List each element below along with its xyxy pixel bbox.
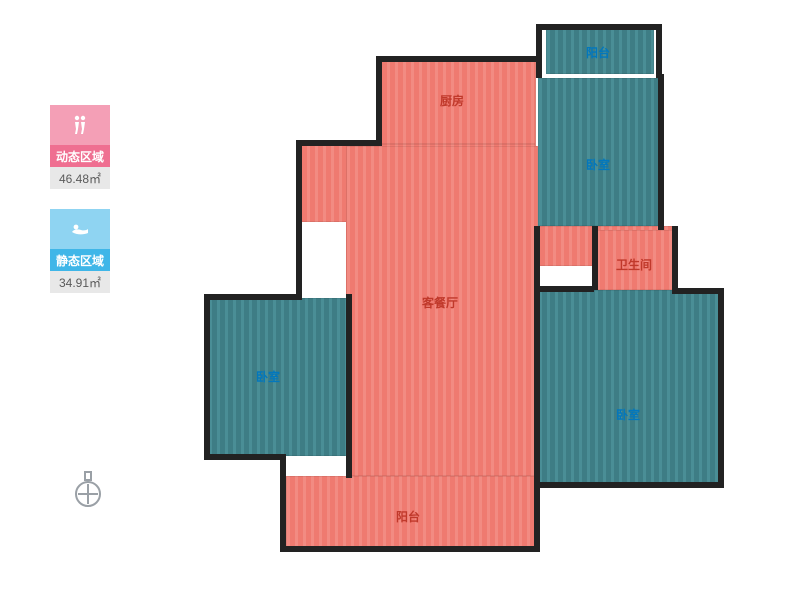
wall-segment xyxy=(346,454,352,478)
room-label-kitchen: 厨房 xyxy=(440,92,464,109)
legend-static: 静态区域 34.91㎡ xyxy=(50,209,110,293)
wall-segment xyxy=(534,286,594,292)
wall-segment xyxy=(536,56,542,78)
wall-segment xyxy=(672,288,724,294)
wall-segment xyxy=(718,288,724,488)
legend-static-value: 34.91㎡ xyxy=(50,271,110,293)
room-label-bedroom-se: 卧室 xyxy=(616,406,640,423)
wall-segment xyxy=(204,294,210,460)
legend-dynamic-value: 46.48㎡ xyxy=(50,167,110,189)
legend-dynamic-label: 动态区域 xyxy=(50,145,110,167)
wall-segment xyxy=(656,24,662,78)
wall-segment xyxy=(296,140,382,146)
wall-segment xyxy=(204,454,286,460)
wall-segment xyxy=(658,74,664,230)
room-label-living-main: 客餐厅 xyxy=(422,294,458,311)
wall-segment xyxy=(280,546,540,552)
wall-segment xyxy=(592,226,598,290)
wall-segment xyxy=(376,56,382,146)
floorplan: 阳台厨房卧室卫生间客餐厅卧室卧室阳台 xyxy=(200,20,760,580)
wall-segment xyxy=(346,294,352,458)
wall-segment xyxy=(376,56,540,62)
legend-panel: 动态区域 46.48㎡ 静态区域 34.91㎡ xyxy=(50,105,110,313)
room-label-balcony-top: 阳台 xyxy=(586,44,610,61)
wall-segment xyxy=(296,140,302,300)
legend-dynamic: 动态区域 46.48㎡ xyxy=(50,105,110,189)
room-living-main xyxy=(346,146,538,476)
room-label-bedroom-ne: 卧室 xyxy=(586,156,610,173)
wall-segment xyxy=(672,226,678,292)
legend-static-label: 静态区域 xyxy=(50,249,110,271)
wall-segment xyxy=(534,482,540,550)
sleep-icon xyxy=(50,209,110,249)
wall-segment xyxy=(204,294,302,300)
wall-segment xyxy=(534,226,540,486)
room-label-balcony-bottom: 阳台 xyxy=(396,508,420,525)
room-label-bedroom-w: 卧室 xyxy=(256,368,280,385)
room-bedroom-se xyxy=(538,290,722,486)
people-icon xyxy=(50,105,110,145)
wall-segment xyxy=(536,24,660,30)
wall-segment xyxy=(534,482,724,488)
wall-segment xyxy=(280,454,286,550)
compass-icon xyxy=(72,470,104,510)
room-bedroom-ne xyxy=(538,78,662,226)
room-label-bathroom: 卫生间 xyxy=(616,256,652,273)
